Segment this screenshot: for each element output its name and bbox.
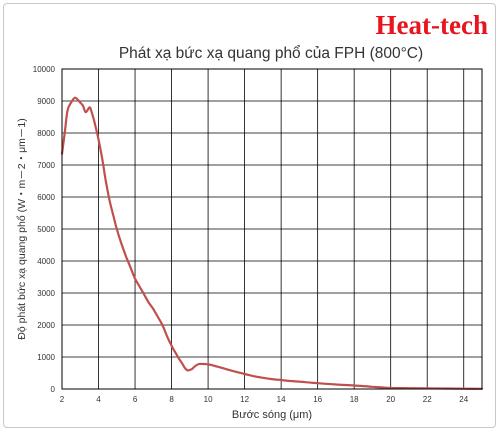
x-tick-label: 14 — [277, 395, 286, 404]
y-tick-label: 9000 — [37, 97, 55, 106]
x-tick-label: 12 — [240, 395, 249, 404]
x-tick-label: 8 — [169, 395, 174, 404]
y-axis-label: Độ phát bức xạ quang phổ (W・m－2・μm－1) — [16, 118, 28, 339]
x-tick-labels: 2 4 6 8 10 12 14 16 18 20 22 24 — [60, 395, 469, 404]
y-tick-label: 3000 — [37, 289, 55, 298]
x-tick-label: 20 — [386, 395, 395, 404]
chart-title: Phát xạ bức xạ quang phổ của FPH (800°C) — [119, 45, 423, 62]
y-tick-label: 5000 — [37, 225, 55, 234]
x-tick-label: 4 — [96, 395, 101, 404]
y-tick-labels: 0 1000 2000 3000 4000 5000 6000 7000 8000 9000 100… — [33, 65, 56, 394]
y-tick-label: 7000 — [37, 161, 55, 170]
x-tick-label: 18 — [350, 395, 359, 404]
y-tick-label: 2000 — [37, 321, 55, 330]
x-tick-label: 16 — [313, 395, 322, 404]
x-tick-label: 24 — [459, 395, 468, 404]
y-tick-label: 1000 — [37, 353, 55, 362]
y-tick-label: 0 — [51, 385, 56, 394]
grid — [62, 69, 482, 389]
x-tick-label: 22 — [423, 395, 432, 404]
y-tick-label: 4000 — [37, 257, 55, 266]
plot-area-border — [61, 68, 483, 390]
x-tick-label: 2 — [60, 395, 65, 404]
y-tick-label: 8000 — [37, 129, 55, 138]
x-axis-label: Bước sóng (μm) — [232, 409, 312, 421]
series-layer — [60, 96, 484, 390]
brand-logo: Heat-tech — [376, 10, 488, 40]
x-tick-label: 6 — [133, 395, 138, 404]
series-line — [60, 96, 484, 390]
x-tick-label: 10 — [204, 395, 213, 404]
y-tick-label: 6000 — [37, 193, 55, 202]
y-tick-label: 10000 — [33, 65, 56, 74]
